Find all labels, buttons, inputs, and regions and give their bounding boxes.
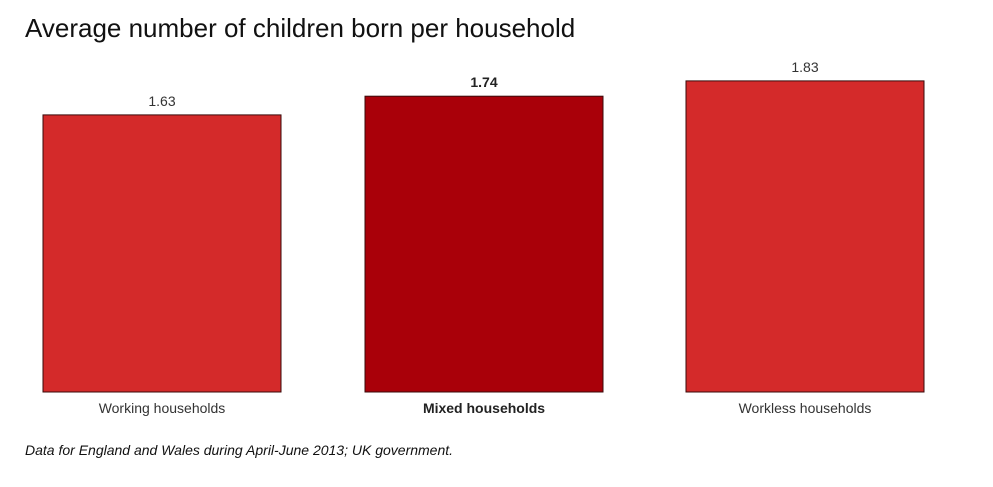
category-label-workless-households: Workless households — [739, 400, 872, 416]
bar-mixed-households — [364, 95, 604, 393]
bar-workless-households — [685, 80, 925, 393]
source-note: Data for England and Wales during April-… — [25, 442, 454, 458]
value-label-working-households: 1.63 — [148, 93, 175, 109]
category-label-working-households: Working households — [99, 400, 226, 416]
value-label-mixed-households: 1.74 — [470, 74, 497, 90]
category-label-mixed-households: Mixed households — [423, 400, 545, 416]
bar-working-households — [42, 114, 282, 393]
value-label-workless-households: 1.83 — [791, 59, 818, 75]
chart-title: Average number of children born per hous… — [25, 13, 576, 43]
